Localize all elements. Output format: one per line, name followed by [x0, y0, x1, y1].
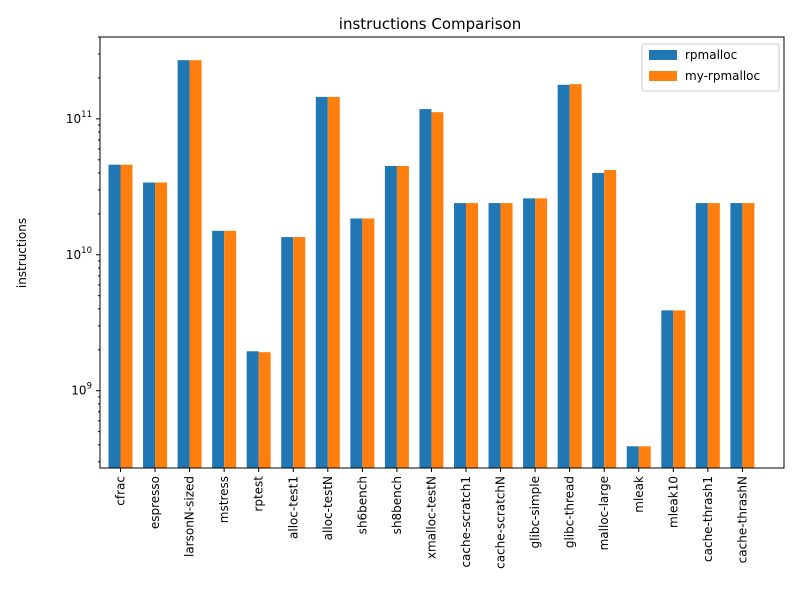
x-tick-label: malloc-large — [597, 476, 611, 550]
bar-rpmalloc-larsonN-sized — [177, 60, 190, 468]
y-tick-label: 1010 — [66, 246, 92, 262]
x-axis-ticks: cfrac espresso larsonN-sized mstress rptest a… — [114, 468, 749, 569]
bar-my-rpmalloc-xmalloc-testN — [431, 112, 444, 469]
y-tick-label: 1011 — [66, 110, 92, 126]
x-tick-label: cache-thrash1 — [701, 476, 715, 562]
bar-my-rpmalloc-alloc-test1 — [293, 237, 306, 468]
x-tick-label: xmalloc-testN — [424, 476, 438, 559]
bar-my-rpmalloc-glibc-simple — [535, 198, 548, 469]
bar-rpmalloc-xmalloc-testN — [419, 109, 432, 468]
bar-rpmalloc-malloc-large — [592, 172, 605, 468]
bar-rpmalloc-cache-scratchN — [488, 203, 501, 468]
bar-my-rpmalloc-cache-thrashN — [742, 203, 755, 468]
x-tick-label: alloc-testN — [321, 476, 335, 540]
bar-rpmalloc-mstress — [212, 230, 225, 468]
bar-rpmalloc-cache-thrashN — [730, 203, 743, 468]
bar-my-rpmalloc-mstress — [224, 230, 237, 468]
plot-frame — [99, 36, 785, 469]
legend-swatch-rpmalloc — [649, 50, 677, 60]
bar-my-rpmalloc-cache-scratch1 — [466, 203, 478, 468]
bar-rpmalloc-mleak — [626, 446, 639, 468]
bar-rpmalloc-sh6bench — [350, 218, 363, 468]
bars-group — [108, 60, 755, 469]
x-tick-label: cache-scratch1 — [459, 476, 473, 568]
x-tick-label: cache-thrashN — [735, 476, 749, 563]
bar-my-rpmalloc-cfrac — [120, 164, 133, 468]
x-tick-label: larsonN-sized — [183, 476, 197, 557]
x-tick-label: cfrac — [114, 476, 128, 506]
bar-rpmalloc-alloc-testN — [315, 96, 328, 469]
x-tick-label: cache-scratchN — [494, 476, 508, 569]
y-tick-label: 109 — [71, 382, 92, 398]
legend: rpmalloc my-rpmalloc — [641, 43, 780, 92]
bar-rpmalloc-alloc-test1 — [281, 237, 294, 468]
x-tick-label: mleak — [632, 476, 646, 513]
bar-rpmalloc-glibc-simple — [523, 198, 536, 469]
bar-my-rpmalloc-glibc-thread — [569, 84, 582, 468]
bar-my-rpmalloc-alloc-testN — [327, 96, 340, 469]
legend-label-my-rpmalloc: my-rpmalloc — [685, 69, 760, 83]
legend-swatch-my-rpmalloc — [649, 71, 677, 81]
x-tick-label: espresso — [148, 476, 162, 529]
x-tick-label: mleak10 — [666, 476, 680, 528]
bar-my-rpmalloc-mleak10 — [673, 310, 686, 468]
bar-rpmalloc-cache-scratch1 — [454, 203, 466, 468]
bar-my-rpmalloc-espresso — [155, 182, 168, 468]
y-axis-label: instructions — [15, 218, 29, 288]
x-tick-label: rptest — [252, 476, 266, 512]
bar-my-rpmalloc-larsonN-sized — [189, 60, 202, 468]
bar-rpmalloc-mleak10 — [661, 310, 674, 468]
legend-label-rpmalloc: rpmalloc — [685, 48, 737, 62]
bar-my-rpmalloc-malloc-large — [604, 170, 617, 469]
x-tick-label: glibc-thread — [563, 476, 577, 548]
bar-rpmalloc-cache-thrash1 — [695, 203, 708, 468]
x-tick-label: mstress — [217, 476, 231, 523]
bar-my-rpmalloc-cache-scratchN — [500, 203, 513, 468]
chart-title: instructions Comparison — [339, 15, 521, 33]
bar-my-rpmalloc-rptest — [258, 352, 271, 468]
bar-my-rpmalloc-mleak — [638, 446, 651, 468]
bar-rpmalloc-cfrac — [108, 164, 121, 468]
bar-rpmalloc-sh8bench — [384, 165, 397, 469]
bar-my-rpmalloc-cache-thrash1 — [707, 203, 720, 468]
bar-my-rpmalloc-sh8bench — [396, 165, 409, 469]
bar-rpmalloc-glibc-thread — [557, 84, 570, 469]
x-tick-label: sh6bench — [355, 476, 369, 534]
x-tick-label: glibc-simple — [528, 476, 542, 548]
x-tick-label: alloc-test1 — [286, 476, 300, 539]
bar-rpmalloc-espresso — [143, 182, 156, 468]
y-axis-ticks: 109 1010 1011 — [66, 36, 100, 463]
bar-rpmalloc-rptest — [246, 351, 259, 468]
x-tick-label: sh8bench — [390, 476, 404, 534]
bar-my-rpmalloc-sh6bench — [362, 218, 375, 468]
